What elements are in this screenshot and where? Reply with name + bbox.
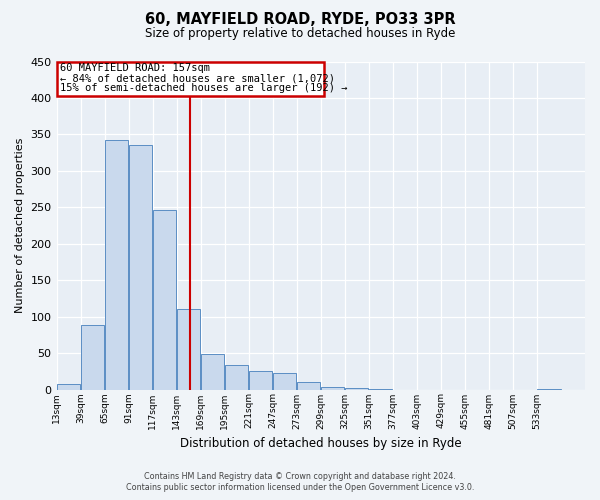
Bar	[80, 326, 104, 390]
Text: Size of property relative to detached houses in Ryde: Size of property relative to detached ho…	[145, 26, 455, 40]
Text: 15% of semi-detached houses are larger (192) →: 15% of semi-detached houses are larger (…	[60, 84, 348, 94]
Bar	[104, 140, 128, 390]
Bar	[128, 146, 152, 390]
FancyBboxPatch shape	[56, 62, 323, 96]
Text: ← 84% of detached houses are smaller (1,072): ← 84% of detached houses are smaller (1,…	[60, 73, 335, 83]
Text: Contains public sector information licensed under the Open Government Licence v3: Contains public sector information licen…	[126, 483, 474, 492]
Text: 60 MAYFIELD ROAD: 157sqm: 60 MAYFIELD ROAD: 157sqm	[60, 63, 210, 73]
Bar	[537, 389, 560, 390]
Bar	[176, 310, 200, 390]
Bar	[152, 210, 176, 390]
Bar	[56, 384, 80, 390]
Text: 60, MAYFIELD ROAD, RYDE, PO33 3PR: 60, MAYFIELD ROAD, RYDE, PO33 3PR	[145, 12, 455, 26]
X-axis label: Distribution of detached houses by size in Ryde: Distribution of detached houses by size …	[180, 437, 461, 450]
Bar	[224, 366, 248, 390]
Bar	[369, 389, 392, 390]
Text: Contains HM Land Registry data © Crown copyright and database right 2024.: Contains HM Land Registry data © Crown c…	[144, 472, 456, 481]
Bar	[297, 382, 320, 390]
Bar	[200, 354, 224, 390]
Bar	[345, 388, 368, 390]
Y-axis label: Number of detached properties: Number of detached properties	[15, 138, 25, 313]
Bar	[249, 372, 272, 390]
Bar	[273, 374, 296, 390]
Bar	[321, 386, 344, 390]
